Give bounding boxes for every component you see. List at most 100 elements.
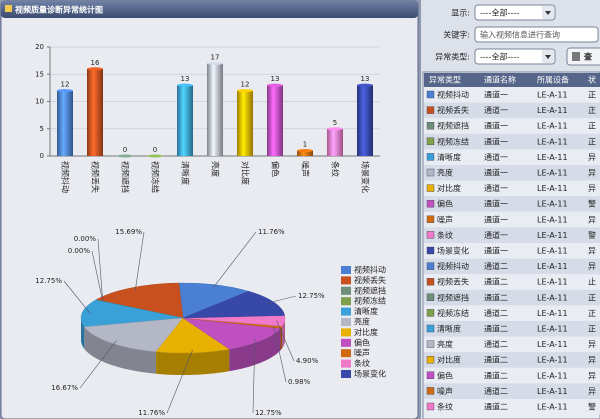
type-icon <box>426 137 435 146</box>
keyword-input[interactable] <box>474 26 599 43</box>
y-tick-label: 5 <box>40 125 44 133</box>
column-header: 状 <box>588 75 596 85</box>
bar-cap <box>207 61 223 65</box>
table-cell: LE-A-11 <box>537 278 568 287</box>
table-cell: 偏色 <box>437 370 453 380</box>
x-tick-label: 视频遮挡 <box>121 161 131 193</box>
legend-label: 亮度 <box>354 317 370 327</box>
select-value: ----全部---- <box>480 8 519 18</box>
table-cell: 通道一 <box>484 90 508 100</box>
table-row[interactable] <box>424 383 600 399</box>
table-header <box>424 73 600 87</box>
table-row[interactable] <box>424 165 600 181</box>
pie-value-label: 0.98% <box>288 378 311 386</box>
table-cell: 通道一 <box>484 214 508 224</box>
table-cell: LE-A-11 <box>537 247 568 256</box>
pie-value-label: 12.75% <box>298 292 325 300</box>
table-cell: 正 <box>588 293 596 302</box>
table-cell: 通道二 <box>484 370 508 380</box>
table-row[interactable] <box>424 243 600 259</box>
select-value: ----全部---- <box>480 52 519 62</box>
legend-label: 视频遮挡 <box>354 285 386 295</box>
legend-label: 噪声 <box>354 348 370 358</box>
legend-label: 对比度 <box>354 327 378 337</box>
leader-line <box>273 326 287 383</box>
table-cell: 通道一 <box>484 168 508 178</box>
pie-value-label: 11.76% <box>258 228 285 236</box>
table-cell: 视频冻结 <box>437 308 469 318</box>
table-cell: 通道一 <box>484 199 508 209</box>
table-row[interactable] <box>424 149 600 165</box>
table-row[interactable] <box>424 227 600 243</box>
leader-line <box>266 295 297 304</box>
bar-cap <box>267 83 283 87</box>
legend-swatch <box>341 359 351 368</box>
table-row[interactable] <box>424 87 600 103</box>
table-cell: LE-A-11 <box>537 184 568 193</box>
type-icon <box>426 262 435 270</box>
table-row[interactable] <box>424 399 600 415</box>
x-tick-label: 噪声 <box>301 161 311 177</box>
table-row[interactable] <box>424 367 600 384</box>
bar <box>237 90 253 156</box>
table-cell: 正 <box>588 137 596 146</box>
bar-value-label: 13 <box>361 75 370 83</box>
table-row[interactable] <box>424 305 600 321</box>
type-icon <box>426 402 435 411</box>
table-cell: 对比度 <box>437 183 461 193</box>
table-cell: 通道二 <box>484 292 508 302</box>
legend-swatch <box>341 307 351 316</box>
table-row[interactable] <box>424 211 600 228</box>
type-icon <box>426 246 435 255</box>
x-tick-label: 视频丢失 <box>91 161 101 193</box>
bar <box>327 128 343 156</box>
table-row[interactable] <box>424 118 600 134</box>
table-cell: 通道一 <box>484 136 508 146</box>
search-icon <box>572 52 580 61</box>
table-row[interactable] <box>424 133 600 150</box>
table-cell: 警 <box>588 230 596 240</box>
table-cell: 异 <box>588 387 596 396</box>
table-cell: 异 <box>588 356 596 365</box>
input-placeholder: 输入视频信息进行查询 <box>480 30 560 40</box>
legend-swatch <box>341 318 351 326</box>
bar-cap <box>117 154 133 158</box>
legend-label: 清晰度 <box>354 306 378 316</box>
table-row[interactable] <box>424 196 600 212</box>
legend-swatch <box>341 266 351 274</box>
leader-line <box>91 250 104 302</box>
leader-line <box>252 338 256 414</box>
legend-swatch <box>341 286 351 295</box>
table-row[interactable] <box>424 102 600 119</box>
type-select[interactable] <box>474 48 556 65</box>
table-row[interactable] <box>424 274 600 290</box>
table-cell: 噪声 <box>437 214 453 224</box>
bar <box>267 85 283 156</box>
table-row[interactable] <box>424 352 600 368</box>
charts: 0510152012视频抖动16视频丢失0视频遮挡0视频冻结13清晰度17亮度1… <box>35 43 386 417</box>
table-cell: 通道一 <box>484 183 508 193</box>
table-cell: 异 <box>588 153 596 162</box>
type-icon <box>426 340 435 348</box>
column-header: 所属设备 <box>537 75 569 85</box>
table-cell: 异 <box>588 215 596 224</box>
table-row[interactable] <box>424 336 600 353</box>
bar-value-label: 16 <box>91 59 100 67</box>
table-row[interactable] <box>424 289 600 306</box>
table-row[interactable] <box>424 321 600 337</box>
table-cell: 通道二 <box>484 324 508 334</box>
display-select[interactable] <box>474 4 556 21</box>
legend-swatch <box>341 370 351 378</box>
bar-cap <box>147 154 163 158</box>
table-cell: 清晰度 <box>437 152 461 162</box>
table-cell: 视频遮挡 <box>437 121 469 131</box>
table-row[interactable] <box>424 258 600 275</box>
legend-label: 偏色 <box>354 337 370 347</box>
x-tick-label: 场景变化 <box>361 161 371 193</box>
table-row[interactable] <box>424 180 600 197</box>
table-cell: 异 <box>588 247 596 256</box>
type-icon <box>426 121 435 130</box>
leader-line <box>79 340 117 389</box>
leader-line <box>97 238 104 302</box>
table-cell: 异 <box>588 184 596 193</box>
